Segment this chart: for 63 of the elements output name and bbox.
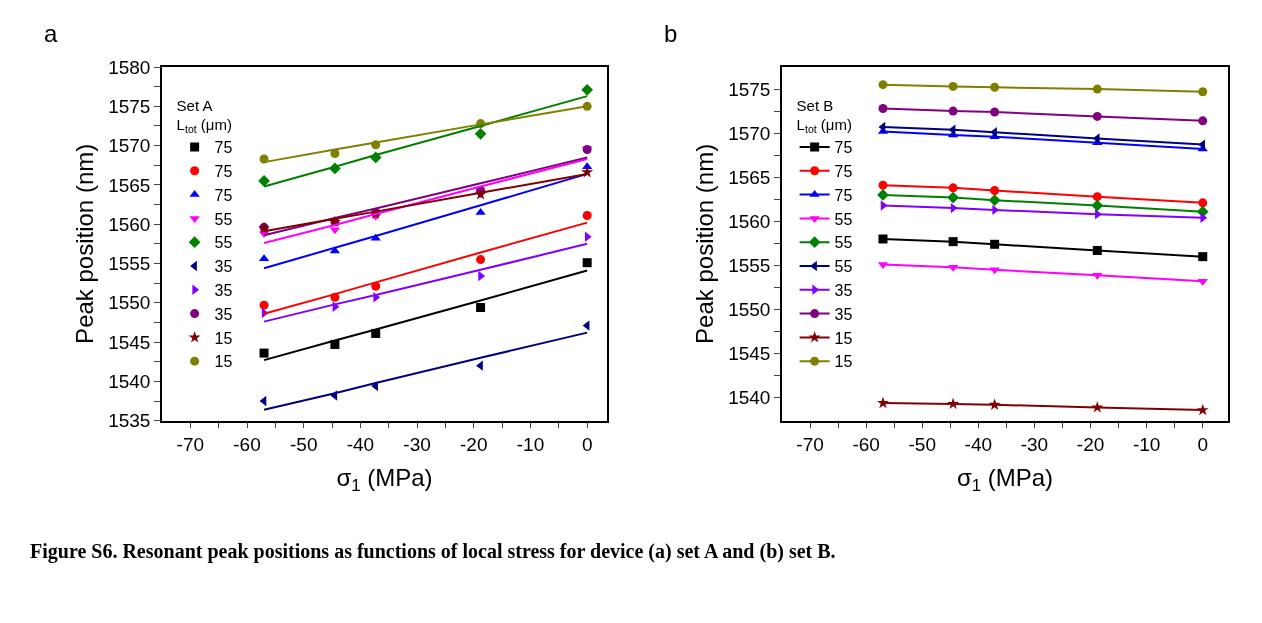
y-tick-label: 1560 <box>108 213 151 235</box>
legend-label: 75 <box>214 163 233 181</box>
legend-label: 55 <box>214 234 233 252</box>
x-tick-label: -40 <box>964 434 993 456</box>
y-tick-label: 1535 <box>108 410 151 432</box>
legend-label: 75 <box>214 139 233 157</box>
x-tick-label: -30 <box>1020 434 1049 456</box>
y-tick-label: 1560 <box>728 211 771 232</box>
legend-label: 35 <box>834 305 853 323</box>
x-tick-label: -10 <box>516 434 545 456</box>
y-tick-label: 1575 <box>728 78 771 100</box>
legend-title: Set B L$_{tot}$ (μm) <box>796 96 852 136</box>
legend-label: 75 <box>214 186 233 204</box>
legend-label: 15 <box>214 329 233 347</box>
y-tick-label: 1565 <box>108 174 151 196</box>
y-tick-label: 1545 <box>108 331 151 353</box>
legend-label: 35 <box>214 282 233 300</box>
legend-label: 15 <box>834 329 853 347</box>
y-tick-label: 1540 <box>728 387 771 409</box>
x-tick-label: -30 <box>403 434 431 456</box>
x-tick-label: 0 <box>1197 434 1209 456</box>
legend-label: 15 <box>834 353 853 371</box>
x-tick-label: -10 <box>1132 434 1161 456</box>
y-tick-label: 1565 <box>728 166 771 188</box>
x-tick-label: -20 <box>1076 434 1105 456</box>
y-tick-label: 1550 <box>728 299 771 321</box>
legend-label: 75 <box>834 186 853 204</box>
y-tick-label: 1555 <box>728 255 771 277</box>
x-tick-label: -20 <box>460 434 488 456</box>
x-axis-title: σ$_{1}$ (MPa) <box>956 464 1054 496</box>
y-tick-label: 1570 <box>108 135 151 157</box>
x-tick-label: -50 <box>289 434 318 456</box>
x-tick-label: -60 <box>233 434 261 456</box>
legend-label: 15 <box>214 353 233 371</box>
y-tick-label: 1555 <box>108 253 151 275</box>
y-tick-label: 1545 <box>728 343 771 365</box>
caption: Figure S6. Resonant peak positions as functions of local stress for device (a) set A and (b) set B. <box>30 540 836 563</box>
chart-title: a <box>44 20 58 47</box>
legend-label: 55 <box>834 234 853 252</box>
y-tick-label: 1570 <box>728 122 771 144</box>
chart-title: b <box>664 20 678 47</box>
legend-label: 55 <box>834 210 853 228</box>
legend-label: 75 <box>834 139 853 157</box>
legend-label: 55 <box>214 210 233 228</box>
legend-label: 75 <box>834 163 853 181</box>
y-axis-title: Peak position (nm) <box>70 143 98 344</box>
y-tick-label: 1580 <box>108 56 151 78</box>
legend-label: 35 <box>214 305 233 323</box>
x-tick-label: -70 <box>176 434 205 456</box>
x-tick-label: -50 <box>908 434 936 456</box>
legend-title: Set A L$_{tot}$ (μm) <box>176 96 232 136</box>
legend-label: 35 <box>214 258 233 276</box>
x-tick-label: -60 <box>852 434 880 456</box>
y-tick-label: 1540 <box>108 371 151 393</box>
y-axis-title: Peak position (nm) <box>690 143 718 344</box>
x-tick-label: -40 <box>346 434 375 456</box>
legend-label: 55 <box>834 258 853 276</box>
x-axis-title: σ$_{1}$ (MPa) <box>336 464 433 496</box>
legend-label: 35 <box>834 282 853 300</box>
y-tick-label: 1550 <box>108 292 151 314</box>
x-tick-label: -70 <box>796 434 824 456</box>
y-tick-label: 1575 <box>108 95 151 117</box>
x-tick-label: 0 <box>581 434 593 456</box>
